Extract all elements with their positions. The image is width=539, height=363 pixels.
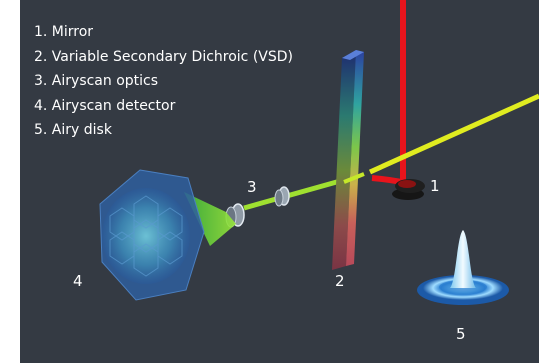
- mirror-icon: [392, 179, 425, 200]
- light-cone: [184, 192, 236, 246]
- vsd-prism: [332, 50, 364, 270]
- beam-in-prism: [343, 172, 365, 184]
- airy-disk-icon: [417, 230, 509, 305]
- legend-item-vsd: 2. Variable Secondary Dichroic (VSD): [34, 48, 293, 65]
- callout-mirror: 1: [430, 177, 440, 195]
- callout-detector: 4: [73, 272, 83, 290]
- legend-item-mirror: 1. Mirror: [34, 24, 94, 40]
- diagram-graphics: [99, 0, 539, 305]
- emission-beam: [368, 93, 539, 175]
- callout-vsd: 2: [335, 272, 345, 290]
- legend-item-airy-disk: 5. Airy disk: [34, 122, 112, 138]
- legend: 1. Mirror 2. Variable Secondary Dichroic…: [34, 20, 293, 143]
- callout-airy-disk: 5: [456, 325, 466, 343]
- callout-optics: 3: [247, 178, 257, 196]
- legend-item-airyscan-optics: 3. Airyscan optics: [34, 73, 159, 89]
- airyscan-detector: [99, 169, 205, 301]
- legend-item-airyscan-detector: 4. Airyscan detector: [34, 97, 176, 114]
- airyscan-diagram: 1. Mirror 2. Variable Secondary Dichroic…: [20, 0, 539, 363]
- airyscan-optics-icon: [225, 186, 290, 228]
